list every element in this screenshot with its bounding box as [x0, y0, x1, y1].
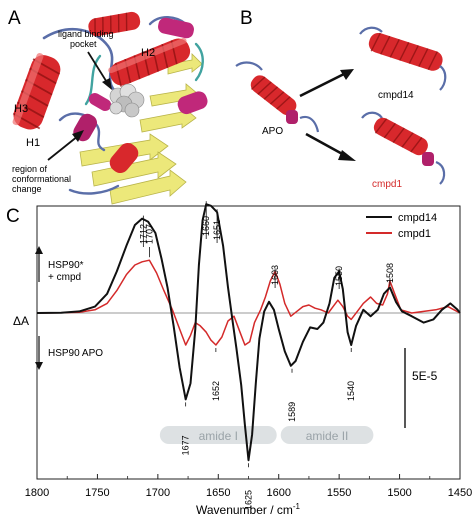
peak-label-1660: 1660 [201, 216, 211, 236]
panel-c-letter: C [6, 206, 20, 227]
series-line-cmpd1 [36, 259, 461, 346]
panel-b-letter: B [240, 8, 253, 29]
label-ligand-pocket-line1: ligand binding [58, 29, 114, 39]
cmpd14-helix-illustration [359, 26, 447, 91]
x-axis-title-main: Wavenumber / cm [196, 503, 293, 517]
peak-label-1707: 1707 [144, 224, 154, 244]
x-tick-label-1800: 1800 [25, 487, 49, 499]
x-tick-label-1500: 1500 [387, 487, 411, 499]
legend-label-cmpd14: cmpd14 [398, 212, 437, 224]
panel-b: B [235, 8, 447, 190]
y-axis-title: ΔA [13, 314, 29, 328]
label-h2: H2 [141, 47, 155, 59]
x-tick-label-1700: 1700 [146, 487, 170, 499]
label-cmpd1: cmpd1 [372, 179, 402, 190]
x-tick-label-1750: 1750 [85, 487, 109, 499]
x-tick-label-1600: 1600 [266, 487, 290, 499]
x-tick-label-1450: 1450 [448, 487, 472, 499]
peak-label-1540: 1540 [346, 381, 356, 401]
peak-label-1625: 1625 [244, 490, 254, 510]
panel-a-letter: A [8, 8, 21, 29]
label-ligand-pocket-line2: pocket [70, 39, 97, 49]
legend-label-cmpd1: cmpd1 [398, 228, 431, 240]
peak-label-1603: 1603 [270, 265, 280, 285]
x-tick-label-1650: 1650 [206, 487, 230, 499]
label-region-line2: conformational [12, 174, 71, 184]
panel-a-labels: ligand binding pocket H2 H3 H1 region of… [12, 29, 155, 194]
legend: cmpd14 cmpd1 [366, 212, 437, 240]
panel-b-labels: APO cmpd14 cmpd1 [262, 90, 414, 190]
label-h1: H1 [26, 137, 40, 149]
band-amide-ii [280, 426, 374, 444]
panel-b-arrows [299, 69, 356, 161]
label-region-line3: change [12, 184, 42, 194]
legend-item-cmpd1: cmpd1 [366, 228, 431, 240]
panel-a-arrows [47, 51, 112, 161]
peak-label-1651: 1651 [212, 220, 222, 240]
x-axis: 1800 1750 1700 1650 1600 1550 1500 1450 [25, 474, 472, 499]
amide-bands: amide I amide II [159, 426, 374, 444]
scale-bar: 5E-5 [404, 348, 438, 428]
x-axis-title-superscript: -1 [293, 502, 301, 511]
beta-sheets [79, 53, 203, 205]
band-amide-i [159, 426, 277, 444]
down-text: HSP90 APO [48, 348, 103, 359]
legend-item-cmpd14: cmpd14 [366, 212, 437, 224]
cmpd1-helix-illustration [361, 111, 446, 185]
panel-a: A [8, 8, 208, 205]
x-axis-title: Wavenumber / cm-1 [196, 502, 301, 517]
ligand-spheres [109, 83, 145, 118]
apo-helix-illustration [235, 61, 320, 133]
peak-label-1589: 1589 [287, 402, 297, 422]
peak-label-1550: 1550 [334, 266, 344, 286]
peak-label-1712: 1712 [138, 224, 148, 244]
band-label-amide-i: amide I [199, 429, 238, 443]
label-region-line1: region of [12, 164, 48, 174]
up-text-line1: HSP90* [48, 260, 84, 271]
peak-label-1677: 1677 [181, 435, 191, 455]
peak-label-1508: 1508 [385, 263, 395, 283]
helices [12, 11, 208, 174]
up-text-line2: + cmpd [48, 272, 81, 283]
peak-label-1652: 1652 [211, 381, 221, 401]
series-line-cmpd14 [36, 203, 461, 462]
scale-bar-label: 5E-5 [412, 369, 438, 383]
band-label-amide-ii: amide II [306, 429, 349, 443]
label-apo: APO [262, 126, 283, 137]
x-tick-label-1550: 1550 [327, 487, 351, 499]
label-cmpd14: cmpd14 [378, 90, 414, 101]
label-h3: H3 [14, 103, 28, 115]
direction-annotations: HSP90* + cmpd HSP90 APO [35, 246, 103, 370]
series-layer [36, 203, 461, 462]
